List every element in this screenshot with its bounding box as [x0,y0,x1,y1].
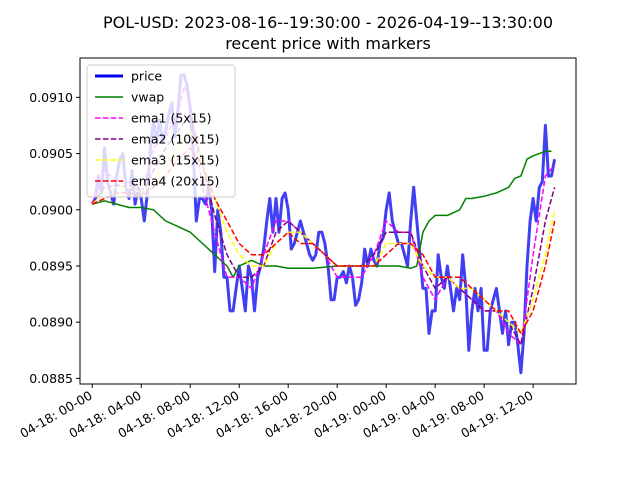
y-tick-label: 0.0890 [29,315,73,330]
y-tick-label: 0.0895 [29,258,73,273]
y-axis: 0.0885 0.0890 0.0895 0.0900 0.0905 0.0910 [29,90,80,386]
chart-title: POL-USD: 2023-08-16--19:30:00 - 2026-04-… [103,13,553,32]
y-tick-label: 0.0885 [29,371,73,386]
legend-label-ema3-15x15: ema3 (15x15) [131,153,219,168]
legend: price vwap ema1 (5x15) ema2 (10x15) ema3 (15… [86,64,236,198]
legend-label-ema2-10x15: ema2 (10x15) [131,132,219,147]
legend-label-ema4-20x15: ema4 (20x15) [131,174,219,189]
y-tick-label: 0.0910 [29,90,73,105]
y-tick-label: 0.0900 [29,202,73,217]
chart-subtitle: recent price with markers [225,34,431,53]
legend-label-vwap: vwap [131,90,164,105]
legend-label-ema1-5x15: ema1 (5x15) [131,111,211,126]
y-tick-label: 0.0905 [29,146,73,161]
legend-box [86,64,236,198]
plot-frame [79,57,577,385]
legend-label-price: price [131,69,162,84]
